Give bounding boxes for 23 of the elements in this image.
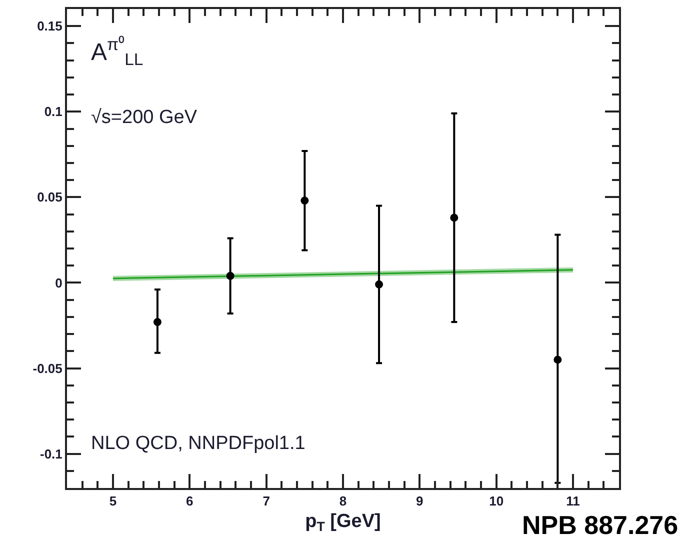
- x-tick-label: 9: [416, 494, 424, 509]
- text: NPB 887.276: [522, 510, 678, 540]
- annotation: NLO QCD, NNPDFpol1.1: [91, 433, 306, 454]
- point: [153, 318, 162, 326]
- y-tick-label: 0: [55, 275, 62, 290]
- point: [226, 272, 234, 280]
- x-axis-title: p$_{T}$ [GeV]: [305, 510, 381, 534]
- y-tick-label: 0.1: [44, 104, 62, 120]
- y-tick-label: 0.15: [37, 18, 62, 34]
- y-tick-label: -0.05: [32, 360, 62, 376]
- y-tick-label: 0.05: [37, 190, 62, 205]
- point: [554, 356, 562, 364]
- x-tick-label: 7: [262, 494, 270, 509]
- y-tick-label: -0.1: [40, 446, 62, 462]
- point: [300, 196, 309, 205]
- annotation: √s=200 GeV: [91, 107, 198, 128]
- point: [375, 280, 384, 288]
- x-tick-label: 8: [339, 494, 347, 509]
- x-tick-label: 11: [566, 494, 580, 509]
- x-tick-label: 10: [489, 494, 504, 509]
- point: [450, 214, 458, 222]
- x-tick-label: 6: [186, 494, 194, 509]
- x-tick-label: 5: [109, 494, 117, 509]
